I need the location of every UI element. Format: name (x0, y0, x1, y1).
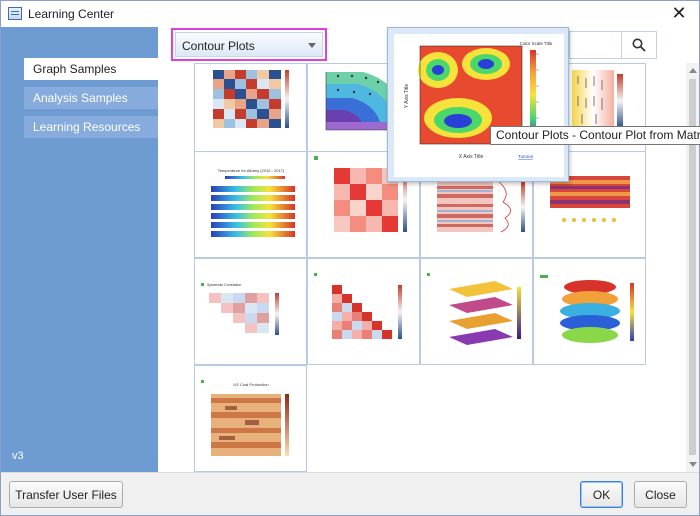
sidebar-item-analysis-samples[interactable]: Analysis Samples (24, 87, 158, 109)
scroll-thumb[interactable] (689, 79, 696, 455)
tooltip: Contour Plots - Contour Plot from Matrix (490, 126, 700, 145)
ok-button[interactable]: OK (580, 481, 623, 508)
thumbnail-image (540, 275, 634, 343)
preview-popup: X Axis Title Y Axis Title Color Scale Ti… (387, 27, 569, 182)
category-dropdown-face[interactable]: Contour Plots (175, 32, 323, 57)
close-button[interactable]: Close (634, 481, 687, 508)
thumbnail-image (427, 273, 521, 345)
search-button[interactable] (621, 31, 657, 59)
footer-bar: Transfer User Files OK Close (1, 472, 699, 515)
search-icon (632, 38, 646, 52)
thumbnail-image: US Coal Production (201, 380, 289, 456)
thumbnail-lower-triangle-heatmap[interactable] (307, 258, 420, 365)
thumbnail-image (437, 181, 525, 233)
thumbnail-spearman-correlation[interactable]: Spearman Correlation (194, 258, 307, 365)
preview-y-axis-title: Y Axis Title (404, 84, 410, 109)
window-close-button[interactable]: ✕ (671, 3, 687, 23)
scroll-down-arrow-icon[interactable] (689, 462, 697, 467)
chevron-down-icon[interactable] (308, 43, 316, 48)
thumbnail-us-coal-production[interactable]: US Coal Production (194, 365, 307, 472)
transfer-user-files-button[interactable]: Transfer User Files (9, 481, 123, 508)
title-bar: Learning Center ✕ (1, 1, 699, 27)
thumbnail-image (213, 70, 289, 128)
category-dropdown[interactable]: Contour Plots (171, 28, 327, 61)
app-icon (8, 7, 22, 20)
preview-tutorial-link: Tutorial (518, 154, 533, 159)
category-dropdown-value: Contour Plots (182, 39, 255, 53)
preview-colorbar-title: Color Scale Title (520, 41, 553, 46)
thumbnail-title: Temperature for Albany (2010 - 2017) (218, 168, 285, 173)
search-input[interactable] (569, 31, 621, 59)
thumbnail-image (314, 273, 402, 339)
thumbnail-3d-cylinder-layers[interactable] (533, 258, 646, 365)
sidebar: Graph Samples Analysis Samples Learning … (1, 27, 158, 472)
window-title: Learning Center (28, 7, 115, 21)
thumbnail-image (314, 156, 407, 232)
thumbnail-temperature-albany[interactable]: Temperature for Albany (2010 - 2017) (194, 151, 307, 258)
thumbnail-image (572, 70, 623, 128)
sidebar-item-learning-resources[interactable]: Learning Resources (24, 116, 158, 138)
thumbnail-image (550, 176, 630, 222)
thumbnail-image: Temperature for Albany (2010 - 2017) (211, 168, 295, 237)
thumbnail-image: Spearman Correlation (201, 283, 279, 335)
thumbnail-title: Spearman Correlation (207, 283, 241, 287)
preview-image: X Axis Title Y Axis Title Color Scale Ti… (394, 34, 564, 177)
thumbnail-title: US Coal Production (233, 382, 268, 387)
preview-x-axis-title: X Axis Title (459, 154, 484, 160)
preview-contour-plot: X Axis Title Y Axis Title Color Scale Ti… (404, 41, 553, 160)
version-label: v3 (12, 450, 24, 462)
sidebar-item-graph-samples[interactable]: Graph Samples (24, 58, 158, 80)
thumbnail-heatmap-bars[interactable] (533, 151, 646, 258)
thumbnail-correlation-heatmap[interactable] (194, 63, 307, 170)
scroll-up-arrow-icon[interactable] (689, 68, 697, 73)
vertical-scrollbar[interactable] (686, 63, 699, 472)
thumbnail-stacked-3d-contours[interactable] (420, 258, 533, 365)
